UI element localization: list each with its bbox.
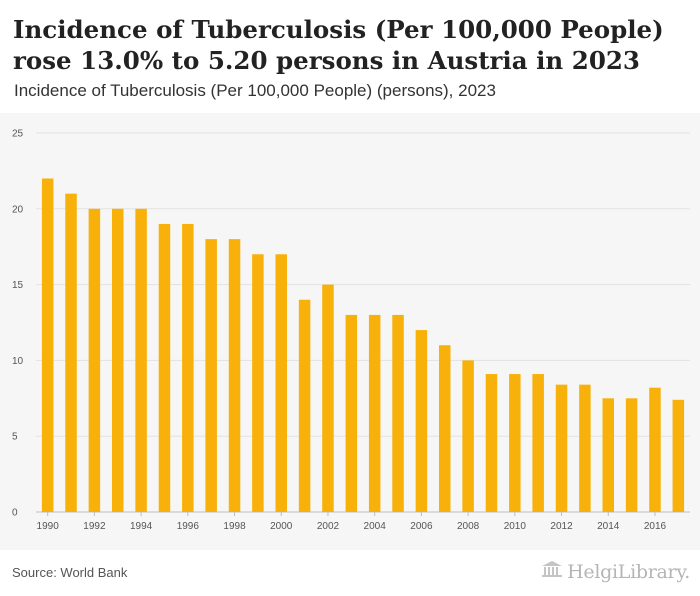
y-tick-label: 5: [12, 432, 18, 443]
bar-1997: [205, 239, 217, 512]
bar-2004: [368, 314, 381, 512]
library-columns-icon: [541, 560, 563, 583]
source-note: Source: World Bank: [12, 565, 128, 580]
brand-logo[interactable]: HelgiLibrary.: [541, 560, 690, 583]
bar-2002: [322, 284, 334, 512]
x-tick-label: 2000: [270, 521, 293, 532]
bar-2013: [579, 384, 591, 512]
bar-1995: [158, 223, 171, 512]
x-tick-label: 2016: [644, 521, 667, 532]
chart-subtitle: Incidence of Tuberculosis (Per 100,000 P…: [14, 81, 496, 100]
bar-1993: [112, 208, 124, 513]
bar-2016: [649, 387, 661, 512]
x-tick-label: 1994: [130, 521, 153, 532]
header: Incidence of Tuberculosis (Per 100,000 P…: [0, 0, 700, 113]
bar-2001: [298, 299, 311, 512]
x-tick-label: 1998: [223, 521, 246, 532]
bar-1992: [88, 208, 101, 513]
bar-2012: [555, 384, 568, 512]
bars: [41, 178, 685, 513]
x-tick-label: 2006: [410, 521, 433, 532]
bar-2014: [602, 398, 614, 512]
x-tick-label: 2014: [597, 521, 620, 532]
bar-2009: [485, 374, 498, 512]
bar-2000: [275, 254, 287, 512]
footer: [0, 550, 700, 596]
bar-chart: 0 5 10 15 20 25 1990 1992 1994 1996 1998 2000 2002 2…: [12, 129, 690, 532]
brand-name: HelgiLibrary.: [567, 560, 690, 583]
x-tick-label: 2004: [364, 521, 387, 532]
x-tick-label: 1992: [83, 521, 106, 532]
bar-1991: [65, 193, 77, 512]
bar-2006: [415, 330, 428, 512]
bar-2003: [345, 314, 358, 512]
x-axis-ticks: 1990 1992 1994 1996 1998 2000 2002 2004 2006 2008…: [37, 512, 667, 532]
x-tick-label: 1990: [37, 521, 60, 532]
bar-1998: [228, 239, 241, 512]
bar-2008: [462, 360, 474, 512]
x-tick-label: 2010: [504, 521, 527, 532]
chart-title: Incidence of Tuberculosis (Per 100,000 P…: [13, 15, 664, 75]
y-tick-label: 20: [12, 204, 24, 215]
y-axis-ticks: 0 5 10 15 20 25: [12, 129, 24, 519]
bar-2005: [392, 314, 404, 512]
bar-2011: [532, 374, 544, 512]
bar-2015: [625, 398, 638, 512]
y-tick-label: 25: [12, 129, 24, 140]
y-tick-label: 10: [12, 356, 24, 367]
y-tick-label: 15: [12, 280, 24, 291]
y-tick-label: 0: [12, 508, 18, 519]
bar-2017: [672, 399, 685, 512]
x-tick-label: 1996: [177, 521, 200, 532]
bar-2007: [439, 345, 451, 512]
bar-1990: [41, 178, 54, 512]
bar-1999: [252, 254, 264, 512]
x-tick-label: 2012: [550, 521, 573, 532]
bar-1994: [135, 208, 147, 513]
bar-1996: [182, 223, 194, 512]
gridlines: [36, 132, 690, 513]
bar-2010: [509, 374, 521, 512]
x-tick-label: 2002: [317, 521, 340, 532]
x-tick-label: 2008: [457, 521, 480, 532]
